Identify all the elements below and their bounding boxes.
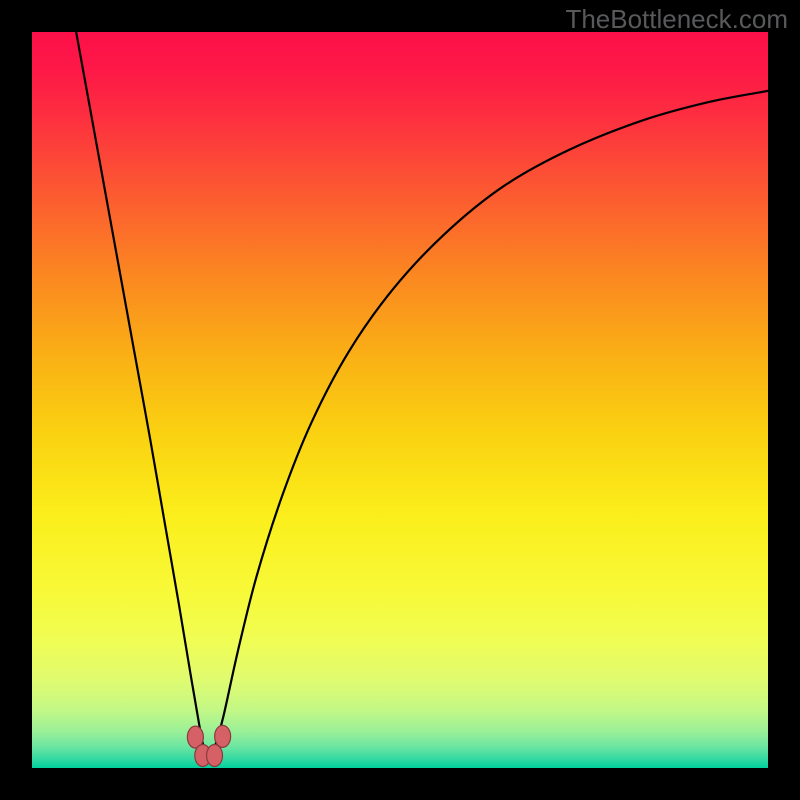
plot-svg [32, 32, 768, 768]
min-marker-2 [207, 744, 223, 766]
chart-frame: TheBottleneck.com [0, 0, 800, 800]
watermark-text: TheBottleneck.com [565, 4, 788, 35]
plot-area [32, 32, 768, 768]
min-marker-3 [215, 725, 231, 747]
